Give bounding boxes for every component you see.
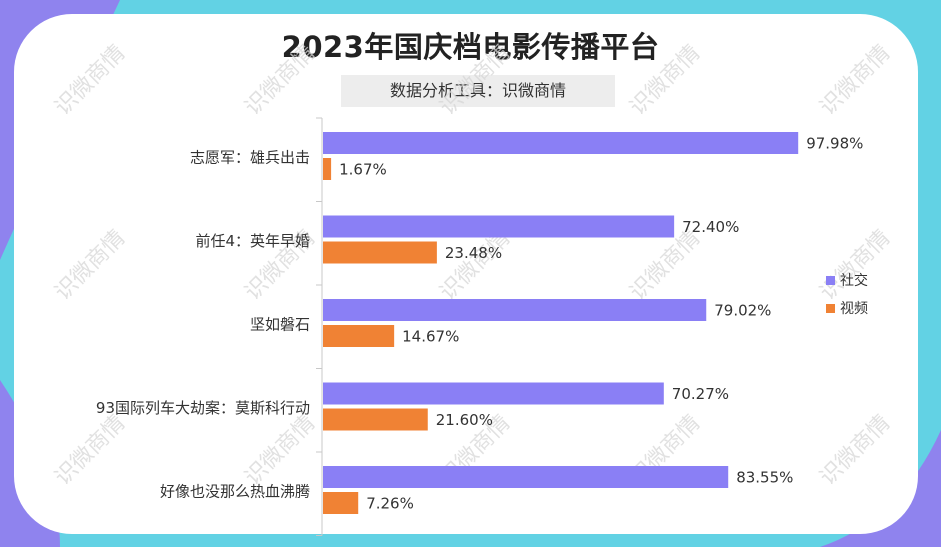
chart-subtitle: 数据分析工具：识微商情 xyxy=(389,81,566,100)
legend-label: 视频 xyxy=(840,301,868,317)
category-label: 坚如磐石 xyxy=(250,315,310,333)
watermark-text: 识微商情 xyxy=(435,40,515,120)
data-label: 79.02% xyxy=(714,302,771,320)
bar-video xyxy=(323,241,437,264)
bar-social xyxy=(323,382,664,405)
data-label: 70.27% xyxy=(672,385,729,403)
bar-social xyxy=(323,132,799,154)
subtitle-box xyxy=(341,75,615,107)
data-label: 97.98% xyxy=(806,135,863,153)
bar-social xyxy=(323,299,707,321)
legend-swatch-video xyxy=(826,304,835,313)
watermark-text: 识微商情 xyxy=(240,410,320,490)
data-label: 72.40% xyxy=(682,218,739,236)
watermark-text: 识微商情 xyxy=(625,40,705,120)
bar-video xyxy=(323,492,359,514)
chart-title: 2023年国庆档电影传播平台 xyxy=(281,30,660,64)
bar-video xyxy=(323,158,332,180)
legend-label: 社交 xyxy=(840,272,868,289)
watermark-text: 识微商情 xyxy=(815,410,895,490)
watermark-text: 识微商情 xyxy=(240,40,320,120)
watermark-text: 识微商情 xyxy=(50,410,130,490)
bar-video xyxy=(323,325,395,347)
legend-swatch-social xyxy=(826,276,835,285)
bar-social xyxy=(323,215,675,238)
watermark-text: 识微商情 xyxy=(50,40,130,120)
category-label: 好像也没那么热血沸腾 xyxy=(160,482,310,500)
data-label: 23.48% xyxy=(445,244,502,262)
bar-video xyxy=(323,408,428,431)
watermark-text: 识微商情 xyxy=(50,225,130,305)
data-label: 83.55% xyxy=(736,469,793,487)
data-label: 21.60% xyxy=(436,411,493,429)
data-label: 7.26% xyxy=(366,495,414,513)
category-label: 93国际列车大劫案：莫斯科行动 xyxy=(96,399,310,417)
category-label: 前任4：英年早婚 xyxy=(195,232,310,250)
data-label: 14.67% xyxy=(402,328,459,346)
data-label: 1.67% xyxy=(339,161,387,179)
watermark-text: 识微商情 xyxy=(815,225,895,305)
category-label: 志愿军：雄兵出击 xyxy=(190,148,310,166)
bar-social xyxy=(323,466,729,488)
watermark-text: 识微商情 xyxy=(815,40,895,120)
